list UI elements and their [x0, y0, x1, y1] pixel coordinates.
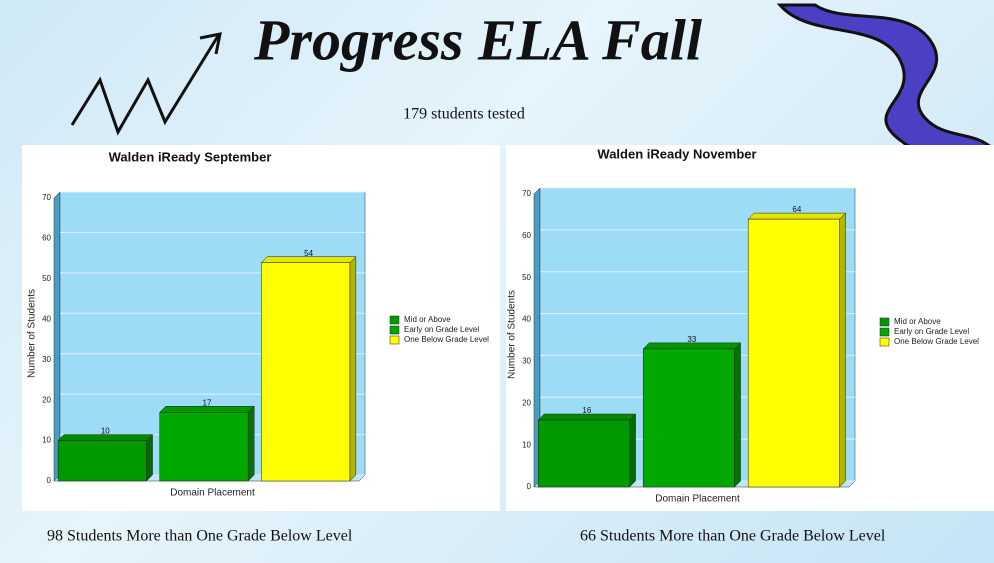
slide: Progress ELA Fall 179 students tested 98… [0, 0, 994, 563]
bar [643, 349, 734, 487]
bar-side [735, 343, 741, 487]
bar-side [840, 213, 846, 487]
y-tick-label: 60 [42, 234, 51, 243]
value-label: 54 [304, 249, 313, 258]
chart-title: Walden iReady September [109, 149, 272, 164]
value-label: 33 [687, 335, 696, 344]
legend-label: One Below Grade Level [894, 337, 979, 346]
slide-title: Progress ELA Fall [253, 7, 703, 72]
legend-label: Early on Grade Level [894, 327, 969, 336]
bar-side [630, 414, 636, 487]
value-label: 10 [101, 427, 110, 436]
x-axis-label: Domain Placement [655, 494, 740, 505]
bar [538, 420, 629, 487]
legend-label: Mid or Above [404, 315, 451, 324]
y-tick-label: 10 [42, 436, 51, 445]
bar-side [147, 435, 153, 481]
bar [160, 412, 248, 481]
y-tick-label: 70 [522, 189, 531, 198]
bar [261, 263, 349, 481]
y-tick-label: 70 [42, 193, 51, 202]
y-tick-label: 40 [522, 315, 531, 324]
plot-wall [54, 192, 60, 481]
value-label: 16 [582, 406, 591, 415]
bar [58, 441, 146, 481]
legend-swatch [880, 338, 889, 346]
y-tick-label: 30 [42, 355, 51, 364]
slide-canvas: Progress ELA Fall 179 students tested 98… [0, 0, 994, 563]
legend-label: Mid or Above [894, 317, 941, 326]
legend-swatch [390, 326, 399, 334]
chart-title: Walden iReady November [597, 146, 756, 161]
legend-swatch [390, 316, 399, 324]
decor-arrow [72, 36, 218, 132]
subtitle: 179 students tested [403, 106, 525, 123]
value-label: 64 [792, 205, 801, 214]
legend-label: One Below Grade Level [404, 335, 489, 344]
x-axis-label: Domain Placement [170, 488, 255, 499]
legend-swatch [880, 328, 889, 336]
y-axis-label: Number of Students [27, 289, 38, 378]
note: 98 Students More than One Grade Below Le… [47, 528, 353, 545]
value-label: 17 [203, 398, 212, 407]
y-tick-label: 20 [42, 395, 51, 404]
legend-label: Early on Grade Level [404, 325, 479, 334]
legend-swatch [880, 318, 889, 326]
bar-side [350, 257, 356, 481]
y-tick-label: 50 [522, 273, 531, 282]
legend-swatch [390, 336, 399, 344]
y-tick-label: 30 [522, 357, 531, 366]
bar [748, 219, 839, 487]
bar-side [248, 406, 254, 481]
y-tick-label: 50 [42, 274, 51, 283]
y-tick-label: 0 [527, 482, 532, 491]
y-tick-label: 40 [42, 314, 51, 323]
y-tick-label: 60 [522, 231, 531, 240]
y-tick-label: 20 [522, 398, 531, 407]
y-axis-label: Number of Students [507, 290, 518, 379]
y-tick-label: 0 [47, 476, 52, 485]
note: 66 Students More than One Grade Below Le… [580, 528, 886, 545]
y-tick-label: 10 [522, 440, 531, 449]
